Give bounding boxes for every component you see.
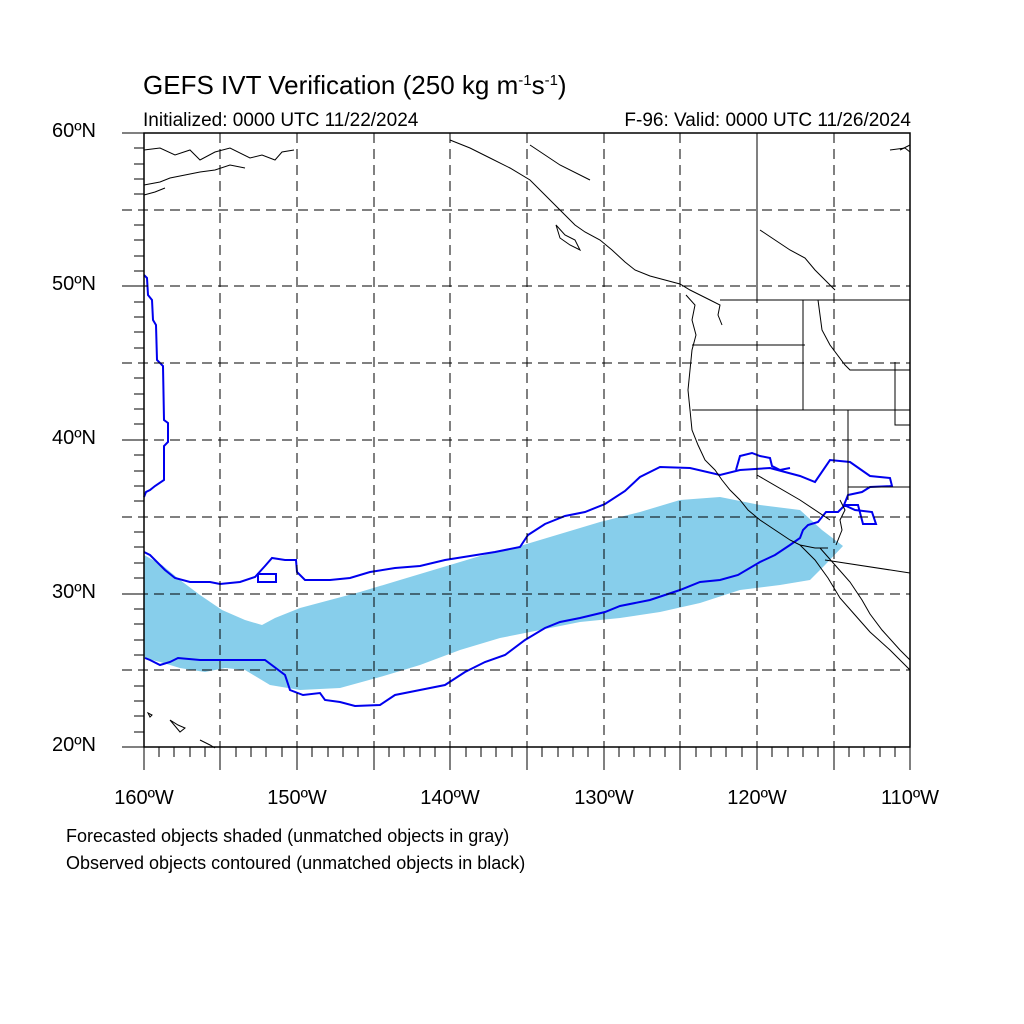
observed-object-contour-coast <box>735 451 791 472</box>
observed-object-contour-north <box>143 274 169 498</box>
lon-label-120w: 120ºW <box>727 787 787 809</box>
lon-label-160w: 160ºW <box>114 787 174 809</box>
observed-object-contour-main <box>143 458 894 708</box>
footnote-observed: Observed objects contoured (unmatched ob… <box>66 853 526 873</box>
initialized-time: Initialized: 0000 UTC 11/22/2024 <box>143 110 419 131</box>
lat-label-50n: 50ºN <box>52 273 96 295</box>
valid-time: F-96: Valid: 0000 UTC 11/26/2024 <box>624 110 911 131</box>
lat-label-40n: 40ºN <box>52 427 96 449</box>
footnote-forecast: Forecasted objects shaded (unmatched obj… <box>66 826 510 846</box>
lon-label-150w: 150ºW <box>267 787 327 809</box>
map-title: GEFS IVT Verification (250 kg m-1s-1) <box>143 70 567 100</box>
lat-label-30n: 30ºN <box>52 581 96 603</box>
lon-ticks <box>143 747 911 770</box>
lon-label-140w: 140ºW <box>420 787 480 809</box>
lat-label-20n: 20ºN <box>52 734 96 756</box>
gridlines <box>122 133 910 747</box>
lon-label-110w: 110ºW <box>880 787 940 809</box>
lat-ticks <box>122 132 144 748</box>
lat-label-60n: 60ºN <box>52 120 96 142</box>
lon-label-130w: 130ºW <box>574 787 634 809</box>
coastlines <box>143 139 911 749</box>
observed-object-hole <box>257 573 277 583</box>
